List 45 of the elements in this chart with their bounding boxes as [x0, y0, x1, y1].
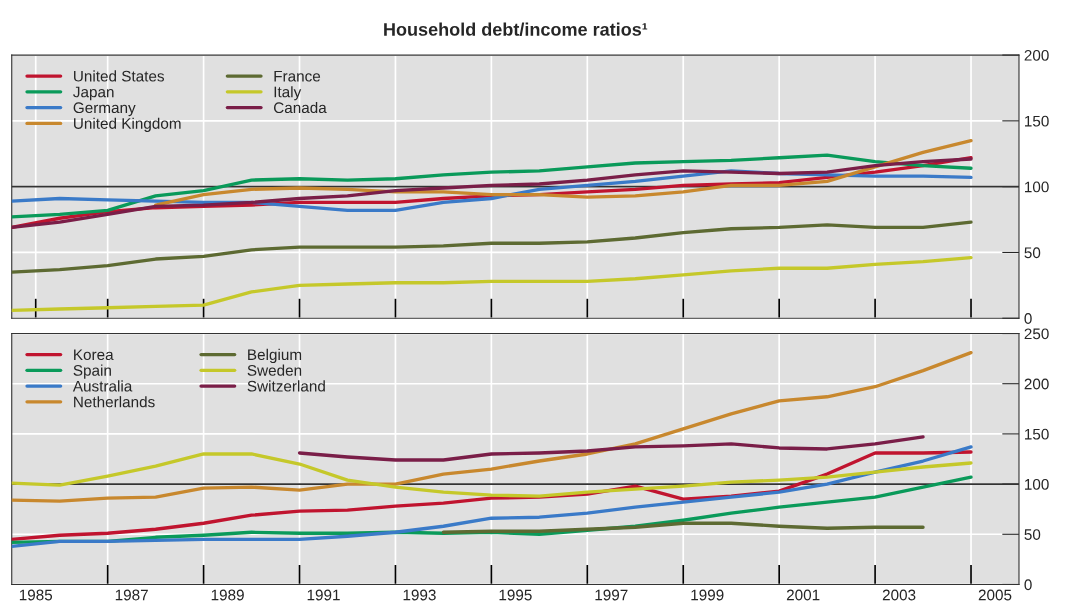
x-tick-label: 1991: [307, 589, 340, 601]
legend-label: Canada: [273, 101, 327, 114]
y-tick-label: 150: [1025, 115, 1049, 127]
line-series: [11, 220, 973, 274]
legend-label: Korea: [74, 349, 114, 361]
y-tick-label: 150: [1025, 428, 1049, 440]
x-tick-label: 1995: [499, 589, 532, 601]
line-series: [11, 256, 973, 313]
legend-label: Australia: [72, 380, 133, 392]
y-tick-label: 100: [1025, 181, 1049, 193]
legend-label: Japan: [73, 86, 114, 101]
legend-label: Switzerland: [247, 380, 325, 392]
legend-label: United States: [74, 70, 165, 82]
line-series: [441, 521, 925, 534]
legend-label: Italy: [274, 86, 302, 101]
x-tick-label: 1989: [211, 589, 244, 601]
x-tick-label: 2001: [786, 589, 820, 601]
y-tick-label: 50: [1024, 529, 1041, 540]
legend-label: France: [274, 70, 321, 82]
chart-title: Household debt/income ratios¹: [384, 22, 648, 36]
x-tick-label: 2003: [882, 589, 916, 601]
y-tick-label: 50: [1024, 247, 1041, 259]
line-series: [11, 350, 973, 503]
line-series: [297, 435, 925, 462]
line-series: [153, 138, 973, 207]
legend-label: United Kingdom: [74, 117, 181, 132]
y-tick-label: 200: [1024, 49, 1049, 61]
legend-label: Netherlands: [74, 396, 155, 408]
x-tick-label: 1985: [19, 589, 53, 601]
y-tick-label: 250: [1024, 328, 1049, 340]
x-tick-label: 1993: [403, 589, 436, 601]
x-tick-label: 1987: [115, 589, 148, 601]
x-tick-label: 1999: [691, 589, 724, 601]
line-series: [11, 153, 973, 219]
legend-label: Spain: [73, 364, 111, 379]
x-tick-label: 2005: [978, 589, 1012, 601]
legend-label: Sweden: [247, 364, 302, 376]
y-tick-label: 0: [1024, 313, 1032, 324]
y-tick-label: 0: [1024, 579, 1032, 591]
y-tick-label: 100: [1025, 478, 1049, 490]
line-series: [11, 452, 973, 498]
x-tick-label: 1997: [595, 589, 628, 601]
legend-label: Belgium: [248, 348, 302, 364]
y-tick-label: 200: [1024, 378, 1049, 390]
legend-label: Germany: [73, 102, 136, 117]
